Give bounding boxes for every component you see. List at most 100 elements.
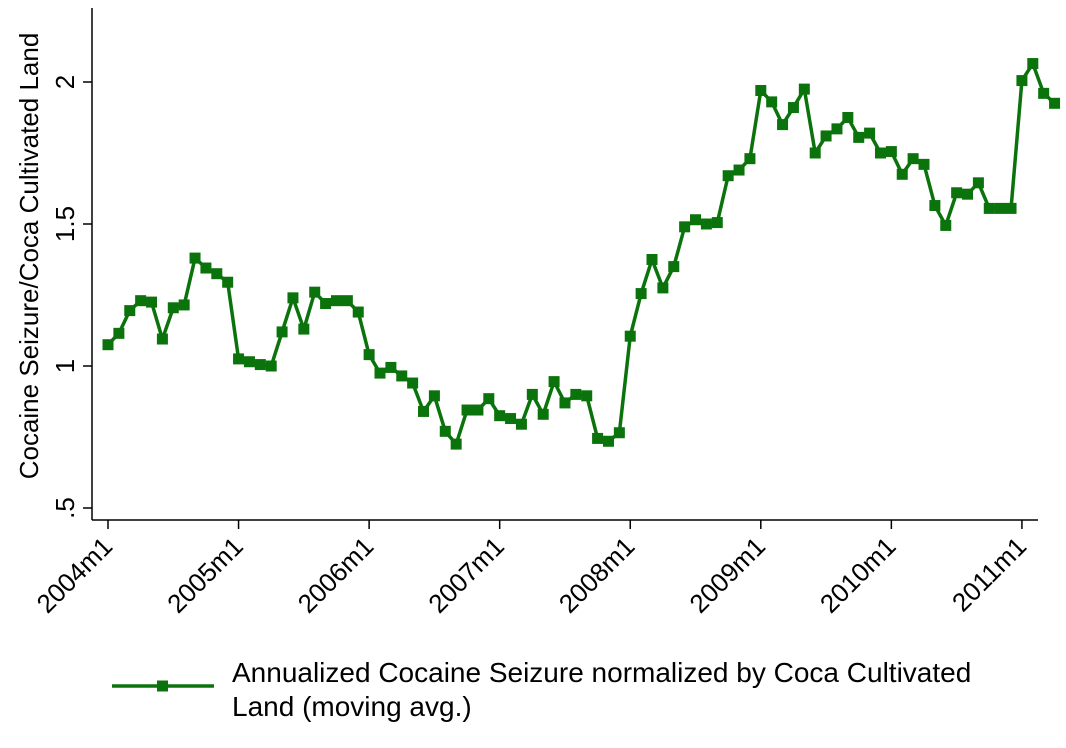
data-point — [602, 435, 614, 447]
data-point — [1049, 97, 1061, 109]
data-point — [733, 164, 745, 176]
data-point — [352, 306, 364, 318]
series-layer — [102, 58, 1061, 450]
data-point — [211, 268, 223, 280]
data-point — [962, 188, 974, 200]
legend: Annualized Cocaine Seizure normalized by… — [112, 657, 971, 722]
x-tick-label: 2010m1 — [814, 531, 902, 619]
data-point — [668, 261, 680, 273]
data-point — [874, 147, 886, 159]
data-point — [483, 393, 495, 405]
data-point — [385, 361, 397, 373]
data-point — [146, 296, 158, 308]
data-point — [972, 177, 984, 189]
data-point — [1016, 75, 1028, 87]
data-point — [592, 432, 604, 444]
axes: .5 1 1.5 2 Cocaine Seizure/Coca Cultivated L… — [14, 8, 1038, 619]
data-point — [341, 295, 353, 307]
data-point — [940, 219, 952, 231]
y-axis-title: Cocaine Seizure/Coca Cultivated Land — [14, 33, 44, 480]
y-tick-label: 2 — [50, 75, 80, 89]
data-point — [450, 438, 462, 450]
data-point — [994, 202, 1006, 214]
x-tick-label: 2009m1 — [683, 531, 771, 619]
data-point — [515, 418, 527, 430]
legend-line-text: Land (moving avg.) — [232, 691, 472, 722]
data-point — [679, 221, 691, 233]
data-point — [624, 330, 636, 342]
data-point — [853, 131, 865, 143]
data-point — [320, 298, 332, 310]
data-point — [428, 390, 440, 402]
data-point — [418, 405, 430, 417]
data-point — [864, 127, 876, 139]
data-point — [494, 410, 506, 422]
data-point — [820, 130, 832, 142]
data-point — [276, 326, 288, 338]
data-point — [178, 299, 190, 311]
data-point — [222, 276, 234, 288]
data-point — [330, 295, 342, 307]
data-point — [559, 397, 571, 409]
data-point — [646, 254, 658, 265]
data-point — [711, 217, 723, 229]
x-tick-label: 2004m1 — [31, 531, 119, 619]
data-point — [461, 404, 473, 416]
data-point — [254, 359, 266, 371]
data-point — [907, 153, 919, 165]
data-point — [407, 377, 419, 389]
data-point — [570, 388, 582, 400]
x-tick-label: 2006m1 — [292, 531, 380, 619]
data-point — [189, 252, 201, 264]
data-point — [842, 112, 854, 123]
data-point — [787, 102, 799, 114]
data-point — [744, 153, 756, 165]
data-point — [896, 168, 908, 180]
data-point — [657, 282, 669, 294]
data-point — [831, 123, 843, 135]
data-point — [472, 404, 484, 416]
data-point — [1005, 202, 1017, 214]
data-point — [548, 376, 560, 388]
data-point — [777, 119, 789, 131]
data-point — [526, 388, 538, 400]
data-point — [581, 390, 593, 402]
legend-line-text: Annualized Cocaine Seizure normalized by… — [232, 657, 971, 688]
data-point — [1038, 87, 1050, 99]
data-point — [200, 262, 212, 274]
data-point — [265, 360, 277, 372]
x-tick-label: 2005m1 — [161, 531, 249, 619]
data-point — [396, 370, 408, 382]
data-point — [766, 96, 778, 108]
data-point — [918, 158, 930, 170]
y-tick-label: .5 — [50, 497, 80, 519]
data-point — [951, 187, 963, 199]
data-point — [885, 146, 897, 158]
x-tick-label: 2008m1 — [553, 531, 641, 619]
x-tick-label: 2007m1 — [422, 531, 510, 619]
data-point — [113, 327, 125, 339]
data-point — [439, 425, 451, 437]
data-point — [700, 218, 712, 230]
data-point — [690, 214, 702, 226]
data-point — [537, 408, 549, 420]
data-point — [755, 85, 767, 97]
data-point — [635, 288, 647, 300]
data-point — [798, 83, 810, 95]
data-point — [505, 413, 517, 425]
data-point — [374, 367, 386, 379]
data-point — [102, 339, 114, 351]
data-point — [287, 292, 299, 304]
data-point — [135, 295, 147, 307]
data-point — [156, 333, 168, 345]
data-point — [613, 427, 625, 439]
series-line — [106, 61, 1056, 446]
data-point — [243, 356, 255, 368]
data-point — [309, 286, 321, 298]
data-point — [722, 170, 734, 182]
data-point — [929, 200, 941, 212]
y-tick-label: 1 — [50, 359, 80, 373]
data-point — [167, 302, 179, 314]
legend-entry: Annualized Cocaine Seizure normalized by… — [232, 657, 971, 722]
